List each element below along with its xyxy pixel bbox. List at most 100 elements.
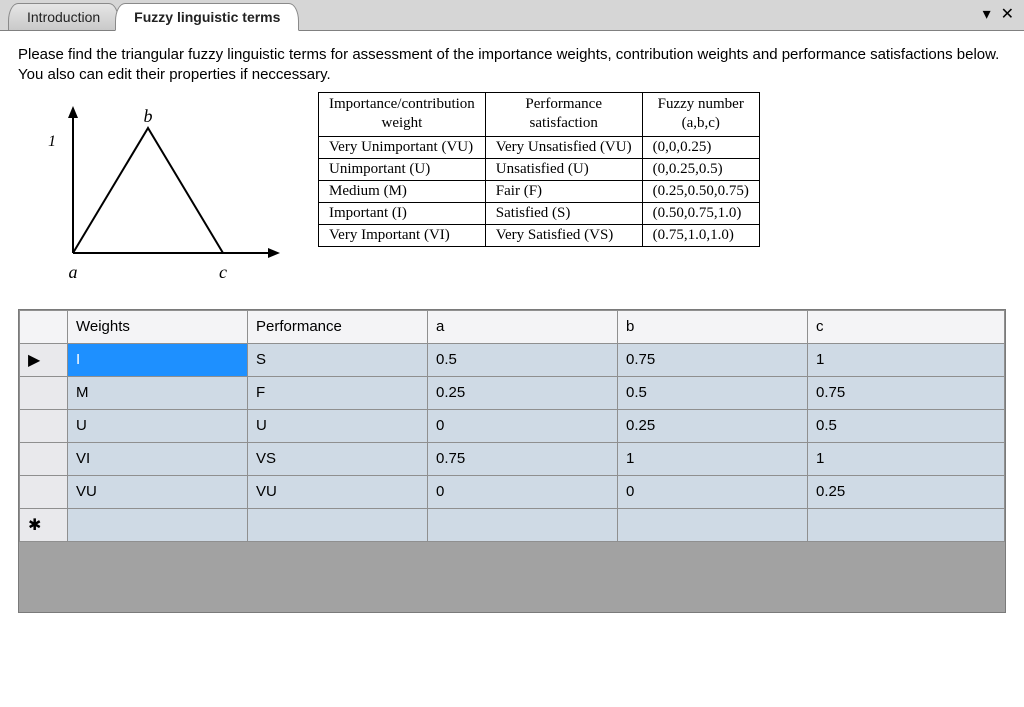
grid-body: ▶ I S 0.5 0.75 1 M F 0.25 0.5 0.75	[20, 343, 1005, 613]
grid-new-row[interactable]: ✱	[20, 508, 1005, 541]
row-indicator-new[interactable]: ✱	[20, 508, 68, 541]
ref-header-fuzzy-l2: (a,b,c)	[682, 115, 720, 131]
ref-header-weight-l2: weight	[381, 115, 422, 131]
ref-cell-perf: Unsatisfied (U)	[485, 158, 642, 180]
grid-cell-c[interactable]: 0.25	[808, 475, 1005, 508]
grid-row[interactable]: VI VS 0.75 1 1	[20, 442, 1005, 475]
ref-header-fuzzy-l1: Fuzzy number	[658, 96, 744, 112]
close-icon[interactable]: ✕	[1001, 4, 1014, 24]
ref-cell-weight: Important (I)	[319, 202, 486, 224]
grid-cell-c[interactable]: 0.75	[808, 376, 1005, 409]
ref-cell-perf: Satisfied (S)	[485, 202, 642, 224]
row-indicator[interactable]	[20, 376, 68, 409]
grid-cell-c[interactable]: 1	[808, 442, 1005, 475]
grid-cell-b[interactable]	[618, 508, 808, 541]
grid-cell-b[interactable]: 1	[618, 442, 808, 475]
intro-line-1: Please find the triangular fuzzy linguis…	[18, 46, 999, 63]
row-indicator[interactable]	[20, 442, 68, 475]
content-area: Please find the triangular fuzzy linguis…	[0, 31, 1024, 613]
grid-row[interactable]: VU VU 0 0 0.25	[20, 475, 1005, 508]
grid-cell-b[interactable]: 0.5	[618, 376, 808, 409]
grid-col-weights[interactable]: Weights	[68, 310, 248, 343]
grid-cell-c[interactable]: 0.5	[808, 409, 1005, 442]
axis-label-1: 1	[48, 133, 56, 150]
ref-header-weight: Importance/contribution weight	[319, 92, 486, 136]
ref-cell-fuzzy: (0.50,0.75,1.0)	[642, 202, 759, 224]
ref-cell-fuzzy: (0.25,0.50,0.75)	[642, 180, 759, 202]
grid-row[interactable]: M F 0.25 0.5 0.75	[20, 376, 1005, 409]
row-indicator[interactable]	[20, 409, 68, 442]
ref-row: Medium (M) Fair (F) (0.25,0.50,0.75)	[319, 180, 760, 202]
ref-row: Unimportant (U) Unsatisfied (U) (0,0.25,…	[319, 158, 760, 180]
grid-filler	[20, 541, 1005, 613]
ref-cell-weight: Unimportant (U)	[319, 158, 486, 180]
ref-header-performance-l1: Performance	[525, 96, 602, 112]
grid-cell-weights[interactable]: M	[68, 376, 248, 409]
ref-table-body: Very Unimportant (VU) Very Unsatisfied (…	[319, 136, 760, 246]
window-controls: ▾ ✕	[983, 4, 1014, 24]
ref-cell-perf: Fair (F)	[485, 180, 642, 202]
grid-header-row: Weights Performance a b c	[20, 310, 1005, 343]
grid-cell-weights[interactable]: I	[68, 343, 248, 376]
grid-cell-weights[interactable]: VU	[68, 475, 248, 508]
ref-cell-perf: Very Unsatisfied (VU)	[485, 136, 642, 158]
grid-row[interactable]: U U 0 0.25 0.5	[20, 409, 1005, 442]
grid-col-b[interactable]: b	[618, 310, 808, 343]
diagram-label-c: c	[219, 262, 227, 282]
tab-introduction[interactable]: Introduction	[8, 3, 119, 30]
grid-row[interactable]: ▶ I S 0.5 0.75 1	[20, 343, 1005, 376]
ref-row: Very Important (VI) Very Satisfied (VS) …	[319, 224, 760, 246]
grid-cell-weights[interactable]: U	[68, 409, 248, 442]
ref-cell-fuzzy: (0,0.25,0.5)	[642, 158, 759, 180]
ref-cell-fuzzy: (0,0,0.25)	[642, 136, 759, 158]
grid-cell-a[interactable]: 0.25	[428, 376, 618, 409]
grid-cell-b[interactable]: 0.25	[618, 409, 808, 442]
grid-cell-a[interactable]: 0.5	[428, 343, 618, 376]
row-indicator[interactable]	[20, 475, 68, 508]
grid-cell-b[interactable]: 0	[618, 475, 808, 508]
tab-bar: Introduction Fuzzy linguistic terms ▾ ✕	[0, 0, 1024, 31]
grid-cell-a[interactable]: 0.75	[428, 442, 618, 475]
grid-cell-c[interactable]	[808, 508, 1005, 541]
grid-cell-a[interactable]: 0	[428, 409, 618, 442]
ref-header-fuzzy: Fuzzy number (a,b,c)	[642, 92, 759, 136]
grid-cell-a[interactable]: 0	[428, 475, 618, 508]
ref-row: Important (I) Satisfied (S) (0.50,0.75,1…	[319, 202, 760, 224]
ref-cell-weight: Very Unimportant (VU)	[319, 136, 486, 158]
grid-cell-performance[interactable]: VU	[248, 475, 428, 508]
grid-cell-performance[interactable]: U	[248, 409, 428, 442]
grid-table: Weights Performance a b c ▶ I S 0.5 0.75…	[19, 310, 1005, 613]
ref-header-weight-l1: Importance/contribution	[329, 96, 475, 112]
ref-table-header-row: Importance/contribution weight Performan…	[319, 92, 760, 136]
grid-cell-performance[interactable]: VS	[248, 442, 428, 475]
ref-row: Very Unimportant (VU) Very Unsatisfied (…	[319, 136, 760, 158]
grid-col-performance[interactable]: Performance	[248, 310, 428, 343]
reference-table: Importance/contribution weight Performan…	[318, 92, 760, 247]
ref-cell-fuzzy: (0.75,1.0,1.0)	[642, 224, 759, 246]
grid-cell-a[interactable]	[428, 508, 618, 541]
grid-cell-performance[interactable]	[248, 508, 428, 541]
grid-corner-cell[interactable]	[20, 310, 68, 343]
ref-header-performance: Performance satisfaction	[485, 92, 642, 136]
intro-text: Please find the triangular fuzzy linguis…	[18, 45, 1006, 86]
triangle-diagram-svg: 1 b a c	[18, 98, 288, 288]
membership-diagram: 1 b a c	[18, 92, 288, 291]
row-indicator-current[interactable]: ▶	[20, 343, 68, 376]
dropdown-icon[interactable]: ▾	[983, 4, 991, 24]
ref-cell-weight: Very Important (VI)	[319, 224, 486, 246]
grid-cell-weights[interactable]: VI	[68, 442, 248, 475]
ref-cell-weight: Medium (M)	[319, 180, 486, 202]
grid-col-c[interactable]: c	[808, 310, 1005, 343]
grid-cell-weights[interactable]	[68, 508, 248, 541]
grid-cell-performance[interactable]: S	[248, 343, 428, 376]
grid-col-a[interactable]: a	[428, 310, 618, 343]
data-grid[interactable]: Weights Performance a b c ▶ I S 0.5 0.75…	[18, 309, 1006, 613]
ref-header-performance-l2: satisfaction	[530, 115, 598, 131]
ref-cell-perf: Very Satisfied (VS)	[485, 224, 642, 246]
diagram-label-a: a	[69, 262, 78, 282]
grid-cell-performance[interactable]: F	[248, 376, 428, 409]
intro-line-2: You also can edit their properties if ne…	[18, 66, 331, 83]
tab-fuzzy-linguistic-terms[interactable]: Fuzzy linguistic terms	[115, 3, 299, 31]
grid-cell-b[interactable]: 0.75	[618, 343, 808, 376]
grid-cell-c[interactable]: 1	[808, 343, 1005, 376]
